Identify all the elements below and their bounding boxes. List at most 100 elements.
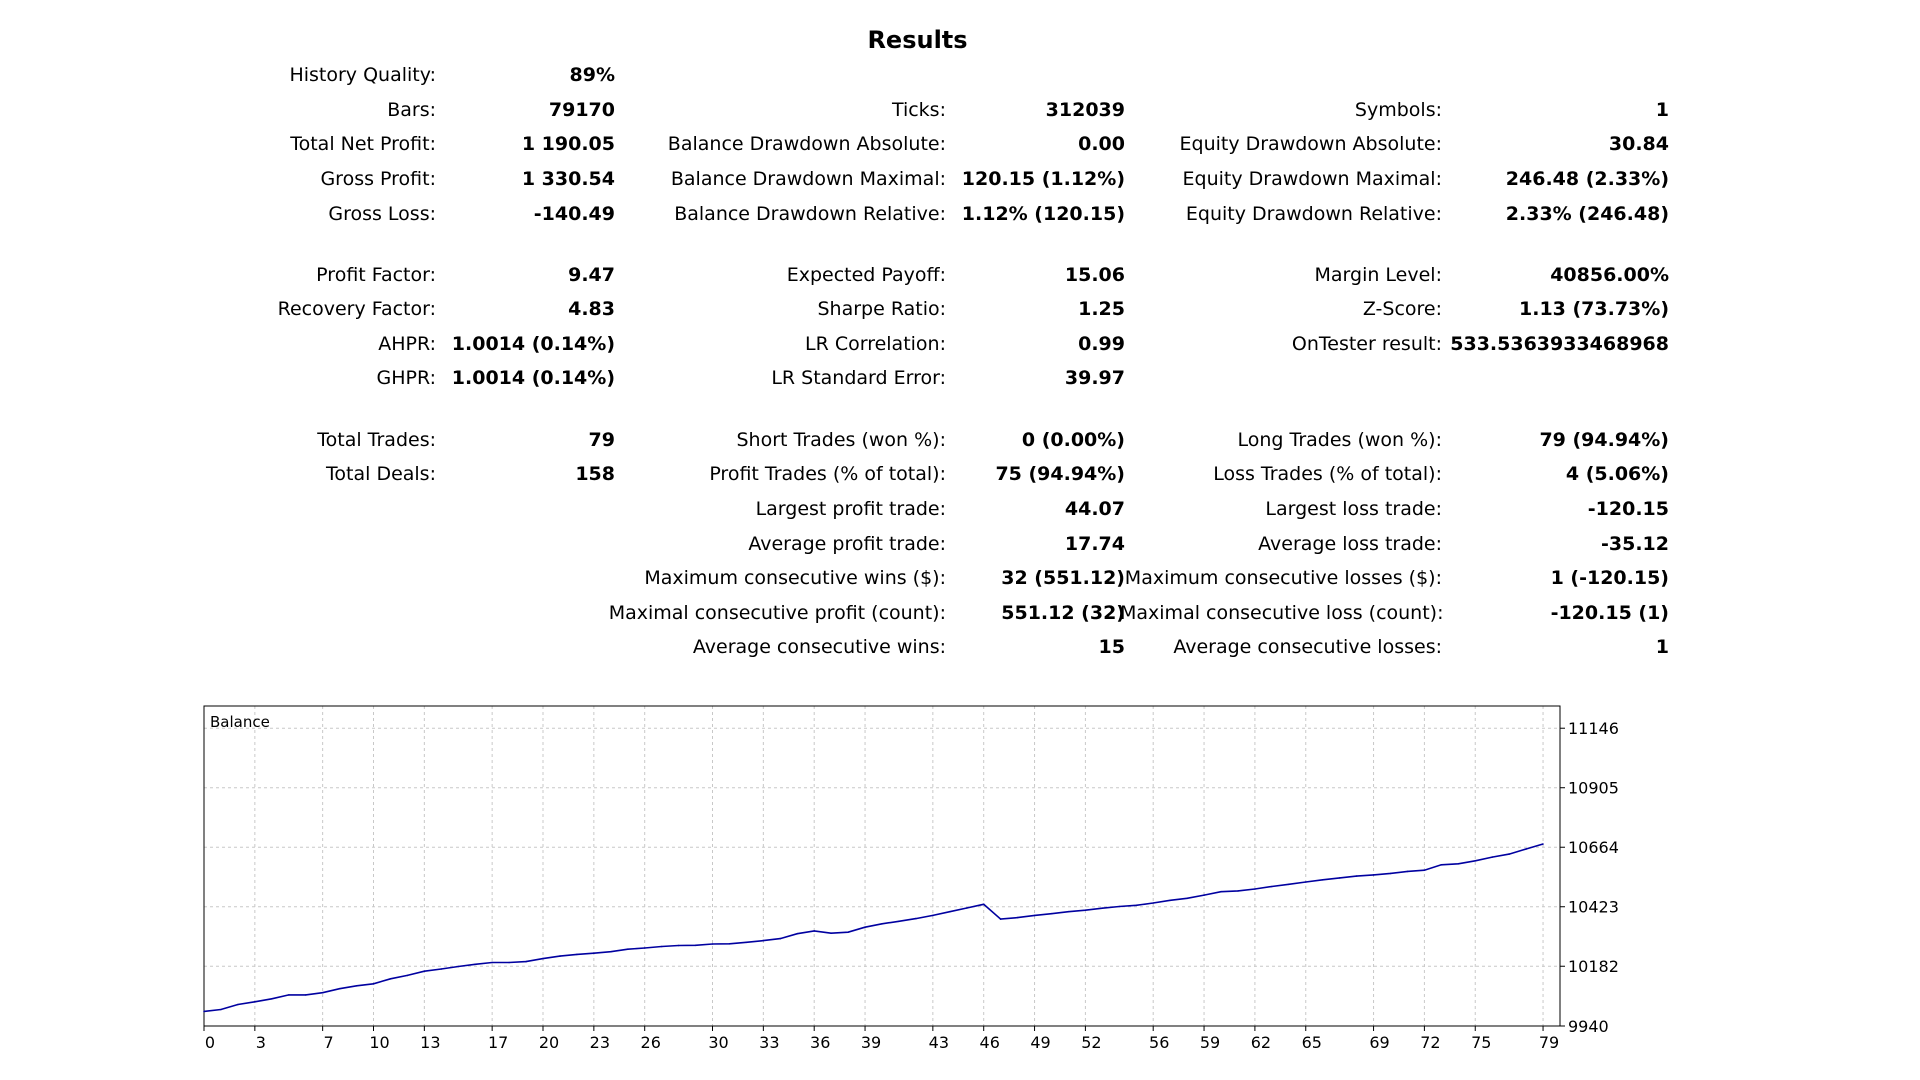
stat-value: 79 (94.94%) <box>1539 429 1669 451</box>
stat-label: Maximal consecutive loss (count): <box>1120 602 1444 624</box>
stat-value: 1 330.54 <box>521 168 615 190</box>
stat-label: Largest profit trade: <box>755 498 946 520</box>
stat-label: LR Standard Error: <box>771 367 946 389</box>
stat-value: 2.33% (246.48) <box>1505 203 1669 225</box>
stat-value: 30.84 <box>1608 133 1669 155</box>
stat-value: 1.0014 (0.14%) <box>451 333 615 355</box>
stat-label: GHPR: <box>376 367 437 389</box>
balance-point <box>932 914 934 917</box>
balance-point <box>1305 881 1307 883</box>
stat-label: Equity Drawdown Relative: <box>1185 203 1442 225</box>
balance-point <box>711 943 714 945</box>
stat-value: 158 <box>575 463 615 485</box>
stat-label: Profit Trades (% of total): <box>709 463 946 485</box>
x-tick-label: 30 <box>708 1033 728 1052</box>
balance-point <box>1220 890 1222 893</box>
balance-point <box>1101 907 1104 909</box>
x-tick-label: 52 <box>1081 1033 1101 1052</box>
x-tick-label: 79 <box>1539 1033 1559 1052</box>
stat-value: 17.74 <box>1064 533 1125 555</box>
x-tick-label: 39 <box>861 1033 881 1052</box>
balance-point <box>830 932 832 934</box>
stat-value: -120.15 <box>1587 498 1669 520</box>
balance-point <box>1152 902 1154 904</box>
stat-label: OnTester result: <box>1291 333 1442 355</box>
balance-point <box>542 957 544 960</box>
balance-point <box>982 903 985 906</box>
x-tick-label: 20 <box>539 1033 559 1052</box>
stat-label: AHPR: <box>378 333 436 355</box>
balance-point <box>271 998 273 1000</box>
balance-point <box>1118 905 1121 908</box>
balance-point <box>1135 904 1138 907</box>
balance-point <box>694 944 697 947</box>
x-tick-label: 49 <box>1030 1033 1050 1052</box>
balance-point <box>1423 869 1426 871</box>
x-tick-label: 56 <box>1149 1033 1169 1052</box>
balance-point <box>1203 894 1205 896</box>
balance-point <box>1491 856 1493 858</box>
balance-point <box>660 945 663 948</box>
x-tick-label: 65 <box>1302 1033 1322 1052</box>
balance-point <box>474 963 477 966</box>
stat-value: 39.97 <box>1064 367 1125 389</box>
plot-frame <box>203 705 1561 1027</box>
stat-value: -35.12 <box>1601 533 1669 555</box>
stat-value: 15.06 <box>1064 264 1125 286</box>
balance-point <box>1254 888 1256 890</box>
stat-label: Total Net Profit: <box>290 133 436 155</box>
stat-value: 0.99 <box>1078 333 1125 355</box>
balance-point <box>457 965 460 968</box>
history-quality-label: History Quality: <box>289 64 436 86</box>
x-tick-label: 10 <box>369 1033 389 1052</box>
balance-point <box>1355 875 1358 877</box>
x-tick-label: 26 <box>641 1033 661 1052</box>
balance-point <box>1237 890 1239 892</box>
stat-value: 1 <box>1655 636 1669 658</box>
balance-point <box>898 920 900 923</box>
balance-point <box>559 955 561 957</box>
stat-label: Average profit trade: <box>748 533 946 555</box>
balance-point <box>643 947 646 949</box>
stat-value: 1 (-120.15) <box>1550 567 1669 589</box>
balance-point <box>1440 864 1443 866</box>
stat-label: Average loss trade: <box>1258 533 1442 555</box>
balance-point <box>1016 916 1019 919</box>
balance-points <box>203 843 1544 1013</box>
stat-label: Maximum consecutive wins ($): <box>644 567 946 589</box>
stat-value: 32 (551.12) <box>1001 567 1125 589</box>
balance-point <box>847 931 849 933</box>
balance-point <box>1372 874 1375 876</box>
stat-label: Short Trades (won %): <box>736 429 946 451</box>
balance-point <box>796 932 799 935</box>
balance-point <box>1033 914 1036 917</box>
stat-label: Maximum consecutive losses ($): <box>1124 567 1442 589</box>
x-tick-label: 75 <box>1471 1033 1491 1052</box>
balance-point <box>610 950 612 953</box>
y-tick-label: 10905 <box>1568 779 1619 798</box>
x-tick-label: 36 <box>810 1033 830 1052</box>
stat-value: 4.83 <box>568 298 615 320</box>
balance-point <box>627 948 629 950</box>
balance-point <box>1050 912 1053 915</box>
stat-label: LR Correlation: <box>805 333 946 355</box>
stat-value: 4 (5.06%) <box>1565 463 1669 485</box>
balance-point <box>1067 910 1070 913</box>
balance-point <box>237 1003 239 1006</box>
balance-point <box>1525 848 1527 850</box>
balance-point <box>389 978 392 980</box>
stat-label: Z-Score: <box>1362 298 1442 320</box>
balance-point <box>999 918 1002 920</box>
x-tick-label: 72 <box>1420 1033 1440 1052</box>
stat-label: Largest loss trade: <box>1265 498 1442 520</box>
x-tick-label: 0 <box>205 1033 215 1052</box>
stat-value: 40856.00% <box>1550 264 1669 286</box>
balance-point <box>288 994 290 996</box>
x-tick-label: 23 <box>590 1033 610 1052</box>
balance-point <box>813 930 815 932</box>
stat-value: -120.15 (1) <box>1550 602 1669 624</box>
y-tick-label: 10423 <box>1568 898 1619 917</box>
stat-label: Total Deals: <box>326 463 436 485</box>
balance-point <box>762 939 765 942</box>
